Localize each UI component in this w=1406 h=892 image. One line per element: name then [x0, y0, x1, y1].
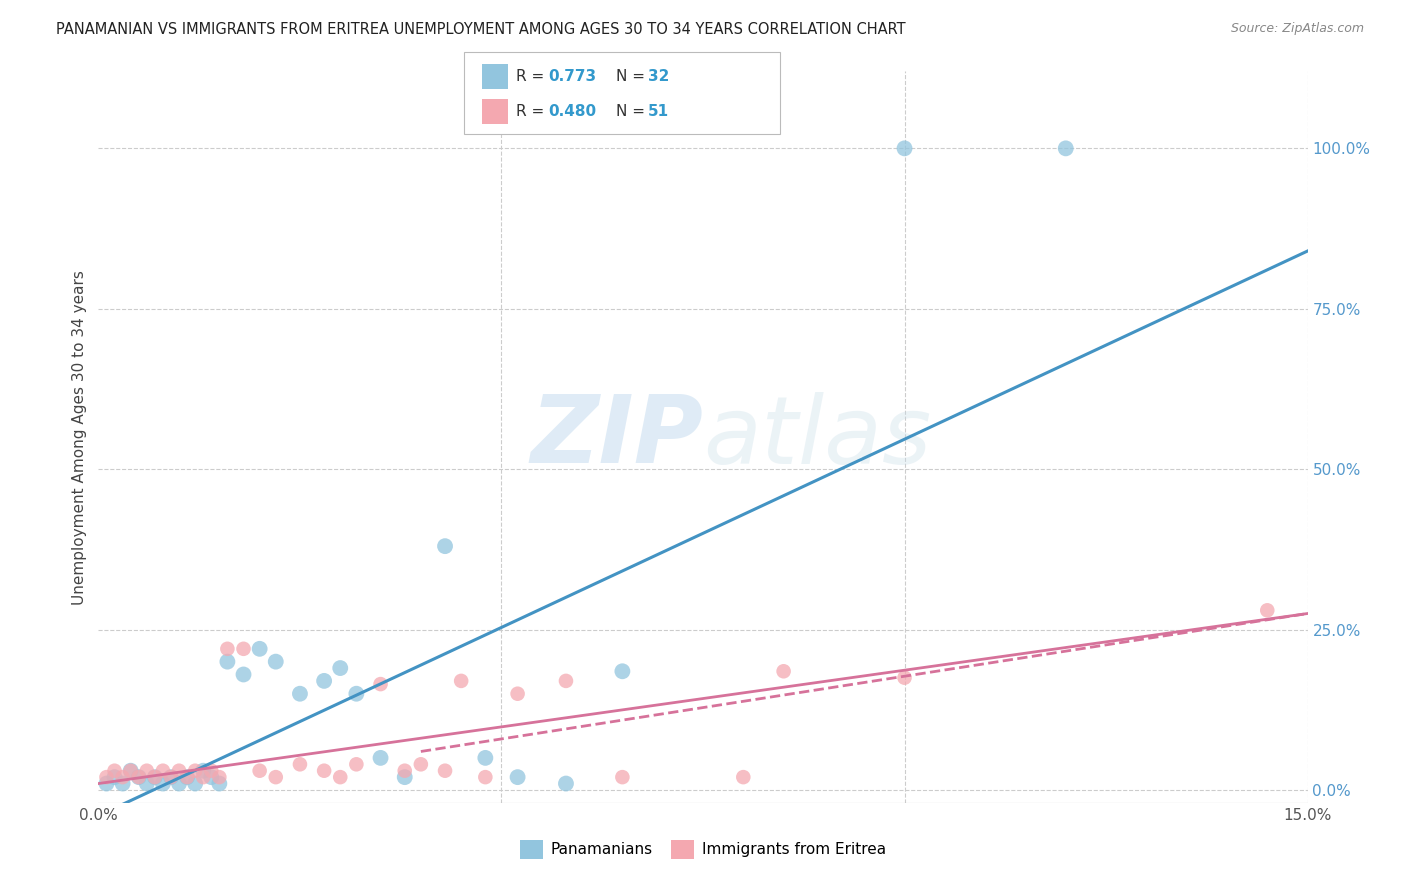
Text: 32: 32	[648, 70, 669, 84]
Point	[370, 677, 392, 691]
Point	[733, 770, 755, 784]
Point	[217, 655, 239, 669]
Point	[506, 687, 529, 701]
Point	[329, 661, 352, 675]
Point	[184, 764, 207, 778]
Point	[394, 764, 416, 778]
Point	[96, 776, 118, 790]
Point	[200, 764, 222, 778]
Point	[152, 776, 174, 790]
Point	[128, 770, 150, 784]
Text: N =: N =	[616, 103, 650, 119]
Point	[612, 665, 634, 679]
Point	[344, 687, 367, 701]
Point	[772, 665, 794, 679]
Point	[314, 673, 336, 688]
Point	[176, 770, 198, 784]
Point	[370, 751, 392, 765]
Point	[249, 764, 271, 778]
Text: R =: R =	[516, 70, 550, 84]
Point	[612, 770, 634, 784]
Point	[474, 770, 496, 784]
Point	[167, 764, 190, 778]
Point	[555, 673, 578, 688]
Point	[232, 641, 254, 656]
Point	[474, 751, 496, 765]
Point	[103, 764, 125, 778]
Point	[232, 667, 254, 681]
Point	[288, 687, 311, 701]
Point	[264, 770, 287, 784]
Text: N =: N =	[616, 70, 650, 84]
Point	[208, 770, 231, 784]
Point	[135, 764, 157, 778]
Y-axis label: Unemployment Among Ages 30 to 34 years: Unemployment Among Ages 30 to 34 years	[72, 269, 87, 605]
Point	[184, 776, 207, 790]
Point	[96, 770, 118, 784]
Point	[143, 770, 166, 784]
Point	[217, 641, 239, 656]
Text: R =: R =	[516, 103, 550, 119]
Point	[111, 776, 134, 790]
Point	[1256, 603, 1278, 617]
Point	[555, 776, 578, 790]
Text: 0.480: 0.480	[548, 103, 596, 119]
Point	[409, 757, 432, 772]
Point	[176, 770, 198, 784]
Text: PANAMANIAN VS IMMIGRANTS FROM ERITREA UNEMPLOYMENT AMONG AGES 30 TO 34 YEARS COR: PANAMANIAN VS IMMIGRANTS FROM ERITREA UN…	[56, 22, 905, 37]
Point	[128, 770, 150, 784]
Point	[200, 770, 222, 784]
Point	[893, 671, 915, 685]
Point	[193, 764, 215, 778]
Point	[249, 641, 271, 656]
Point	[167, 776, 190, 790]
Point	[160, 770, 183, 784]
Point	[344, 757, 367, 772]
Point	[208, 776, 231, 790]
Point	[394, 770, 416, 784]
Point	[120, 764, 142, 778]
Point	[314, 764, 336, 778]
Point	[288, 757, 311, 772]
Text: 0.773: 0.773	[548, 70, 596, 84]
Point	[450, 673, 472, 688]
Point	[120, 764, 142, 778]
Point	[143, 770, 166, 784]
Text: ZIP: ZIP	[530, 391, 703, 483]
Text: atlas: atlas	[703, 392, 931, 483]
Point	[329, 770, 352, 784]
Point	[893, 141, 915, 155]
Point	[111, 770, 134, 784]
Point	[434, 539, 457, 553]
Point	[103, 770, 125, 784]
Point	[160, 770, 183, 784]
Point	[135, 776, 157, 790]
Point	[152, 764, 174, 778]
Text: 51: 51	[648, 103, 669, 119]
Point	[264, 655, 287, 669]
Point	[1054, 141, 1077, 155]
Point	[434, 764, 457, 778]
Point	[193, 770, 215, 784]
Legend: Panamanians, Immigrants from Eritrea: Panamanians, Immigrants from Eritrea	[515, 834, 891, 864]
Text: Source: ZipAtlas.com: Source: ZipAtlas.com	[1230, 22, 1364, 36]
Point	[506, 770, 529, 784]
